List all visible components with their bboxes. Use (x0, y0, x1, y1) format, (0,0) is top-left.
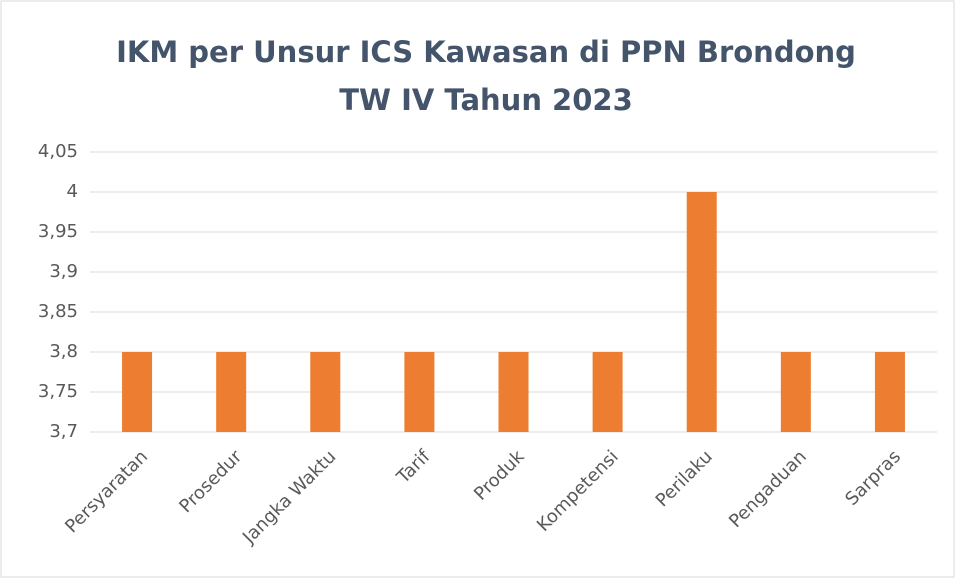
y-tick-label: 3,75 (38, 381, 78, 402)
bar (592, 352, 623, 432)
bar (310, 352, 341, 432)
bar (874, 352, 905, 432)
chart-title: IKM per Unsur ICS Kawasan di PPN Brondon… (116, 35, 856, 69)
y-tick-label: 3,85 (38, 301, 78, 322)
y-tick-label: 3,7 (49, 421, 78, 442)
bar (216, 352, 247, 432)
bar (498, 352, 529, 432)
y-tick-label: 3,8 (49, 341, 78, 362)
bar (780, 352, 811, 432)
bar (122, 352, 153, 432)
bar (404, 352, 435, 432)
y-tick-label: 3,9 (49, 261, 78, 282)
y-tick-label: 4 (67, 181, 78, 202)
bar (686, 192, 717, 432)
y-tick-label: 3,95 (38, 221, 78, 242)
y-tick-label: 4,05 (38, 141, 78, 162)
chart-title: TW IV Tahun 2023 (339, 83, 633, 117)
